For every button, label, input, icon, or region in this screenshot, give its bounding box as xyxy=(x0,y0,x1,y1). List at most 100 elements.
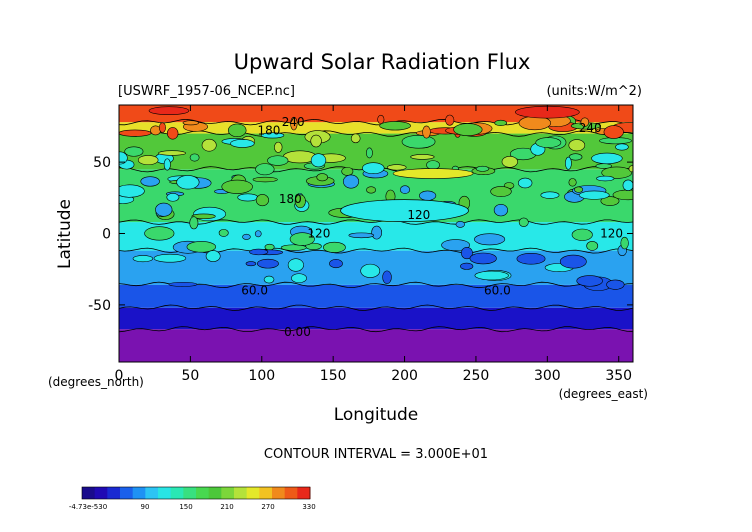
blob-0-12 xyxy=(600,196,620,206)
cyan-tongue xyxy=(340,199,469,223)
blob-3-14 xyxy=(257,258,279,269)
blob-1-42 xyxy=(501,155,518,168)
contour-interval-text: CONTOUR INTERVAL = 3.000E+01 xyxy=(264,447,488,462)
x-tick-label-7: 350 xyxy=(605,368,632,384)
blob-0-39 xyxy=(622,179,633,192)
blob-1-40 xyxy=(310,153,327,168)
blob-0-44 xyxy=(574,186,584,193)
x-tick-label-4: 200 xyxy=(391,368,418,384)
blob-3-9 xyxy=(329,259,343,269)
blob-4-29 xyxy=(603,125,624,139)
blob-4-1 xyxy=(445,114,455,126)
blob-1-38 xyxy=(401,134,436,149)
blob-4-14 xyxy=(290,116,298,131)
blob-2-3 xyxy=(280,244,307,251)
blob-3-22 xyxy=(382,270,392,284)
x-tick-label-0: 0 xyxy=(115,368,124,384)
blob-0-28 xyxy=(342,174,360,189)
blob-4-10 xyxy=(377,114,385,125)
y-axis-label: Latitude xyxy=(55,199,75,269)
y-unit-label: (degrees_north) xyxy=(48,375,144,389)
colorbar-frame xyxy=(81,486,311,500)
contour-label-6: 180 xyxy=(279,192,302,206)
blob-3-20 xyxy=(576,275,603,287)
colorbar-swatch-17 xyxy=(297,487,311,499)
contour-label-2: 0.00 xyxy=(284,325,311,339)
blob-0-13 xyxy=(540,191,560,199)
contour-label-4: 120 xyxy=(600,227,623,241)
blob-3-0 xyxy=(516,252,546,265)
band-8 xyxy=(119,105,633,123)
chart-title: Upward Solar Radiation Flux xyxy=(234,50,531,74)
blob-3-18 xyxy=(249,248,269,256)
x-axis-label: Longitude xyxy=(334,405,419,425)
blob-2-21 xyxy=(289,232,315,246)
blob-1-22 xyxy=(124,146,144,157)
blob-2-10 xyxy=(474,233,506,246)
blob-4-18 xyxy=(119,129,152,137)
colorbar-swatch-12 xyxy=(234,487,248,499)
blob-1-39 xyxy=(201,138,217,152)
contour-line-3 xyxy=(119,281,633,289)
blob-1-44 xyxy=(535,137,562,148)
blob-0-53 xyxy=(294,194,306,209)
x-tick-label-2: 100 xyxy=(248,368,275,384)
blob-0-52 xyxy=(176,175,200,190)
contour-label-8: 240 xyxy=(282,115,305,129)
blob-1-9 xyxy=(274,141,283,153)
blob-0-5 xyxy=(341,166,354,176)
blob-3-16 xyxy=(460,262,474,270)
blob-1-18 xyxy=(350,133,361,144)
colorbar-swatch-3 xyxy=(120,487,134,499)
blob-1-11 xyxy=(475,165,490,172)
yellow-streak xyxy=(392,168,474,179)
blob-4-22 xyxy=(494,119,508,126)
colorbar-swatch-9 xyxy=(196,487,210,499)
colorbar-label-4: 270 xyxy=(261,503,274,511)
blob-2-0 xyxy=(518,217,529,227)
x-tick-label-3: 150 xyxy=(320,368,347,384)
blob-2-23 xyxy=(323,241,346,253)
contour-line-1 xyxy=(119,326,633,333)
blob-4-25 xyxy=(580,117,590,127)
blob-2-12 xyxy=(620,236,629,250)
blob-0-26 xyxy=(191,213,216,220)
band-0 xyxy=(119,329,633,362)
blob-3-7 xyxy=(205,250,221,262)
blob-0-14 xyxy=(493,204,509,217)
blob-1-5 xyxy=(366,147,373,159)
blob-0-23 xyxy=(119,184,145,198)
blob-2-15 xyxy=(348,232,375,239)
blob-1-12 xyxy=(137,155,159,166)
blob-3-24 xyxy=(606,279,625,290)
colorbar-label-3: 210 xyxy=(220,503,233,511)
blob-4-19 xyxy=(167,127,179,140)
colorbar-label-2: 150 xyxy=(179,503,192,511)
colorbar-swatch-6 xyxy=(158,487,172,499)
blob-4-7 xyxy=(182,120,199,126)
blob-1-41 xyxy=(119,151,128,165)
blob-0-43 xyxy=(316,173,329,182)
blob-3-5 xyxy=(469,252,497,265)
blob-0-54 xyxy=(517,177,533,189)
blob-4-6 xyxy=(227,123,247,138)
units-label: (units:W/m^2) xyxy=(546,84,642,99)
blob-4-23 xyxy=(379,121,411,131)
blob-3-21 xyxy=(559,254,587,269)
contour-line-2 xyxy=(119,304,633,311)
band-7 xyxy=(119,122,633,134)
contour-label-0: 60.0 xyxy=(241,284,268,298)
blob-0-47 xyxy=(166,193,180,202)
blob-0-0 xyxy=(366,186,376,194)
contour-label-9: 240 xyxy=(579,121,602,135)
blob-1-16 xyxy=(568,139,586,152)
colorbar-swatch-14 xyxy=(259,487,273,499)
colorbar-swatch-8 xyxy=(183,487,197,499)
x-tick-label-1: 50 xyxy=(181,368,199,384)
blob-3-4 xyxy=(263,275,275,284)
contour-line-4 xyxy=(119,247,633,254)
blob-2-5 xyxy=(144,226,175,241)
blob-1-35 xyxy=(362,162,385,175)
blob-4-28 xyxy=(453,123,483,137)
